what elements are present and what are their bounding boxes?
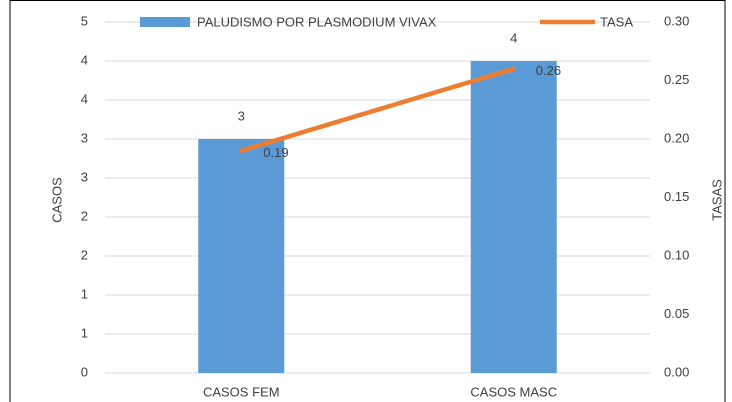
y2-tick-label: 0.15 <box>664 189 689 204</box>
y-tick-label: 3 <box>81 169 88 184</box>
y2-tick-label: 0.05 <box>664 306 689 321</box>
y-tick-label: 4 <box>81 52 88 67</box>
y-tick-label: 3 <box>81 130 88 145</box>
bar <box>198 139 285 373</box>
y2-tick-label: 0.30 <box>664 13 689 28</box>
legend-label: TASA <box>600 14 633 29</box>
y-tick-label: 1 <box>81 325 88 340</box>
legend-swatch <box>140 17 190 27</box>
y-tick-label: 4 <box>81 91 88 106</box>
y-tick-label: 1 <box>81 286 88 301</box>
data-label: 0.26 <box>536 63 561 78</box>
data-label: 4 <box>510 30 517 45</box>
x-tick-label: CASOS MASC <box>470 384 557 399</box>
y2-axis-title: TASAS <box>709 179 724 221</box>
x-tick-label: CASOS FEM <box>203 384 280 399</box>
y2-tick-label: 0.10 <box>664 247 689 262</box>
y-tick-label: 2 <box>81 208 88 223</box>
y-tick-label: 5 <box>81 13 88 28</box>
legend-label: PALUDISMO POR PLASMODIUM VIVAX <box>197 14 437 29</box>
y-axis-title: CASOS <box>49 177 64 223</box>
data-label: 0.19 <box>263 145 288 160</box>
chart-border <box>9 0 726 402</box>
y2-tick-label: 0.20 <box>664 130 689 145</box>
y2-tick-label: 0.25 <box>664 72 689 87</box>
line <box>239 66 516 153</box>
y-tick-label: 0 <box>81 364 88 379</box>
y2-tick-label: 0.00 <box>664 364 689 379</box>
y-tick-label: 2 <box>81 247 88 262</box>
data-label: 3 <box>238 108 245 123</box>
bar <box>470 61 557 373</box>
